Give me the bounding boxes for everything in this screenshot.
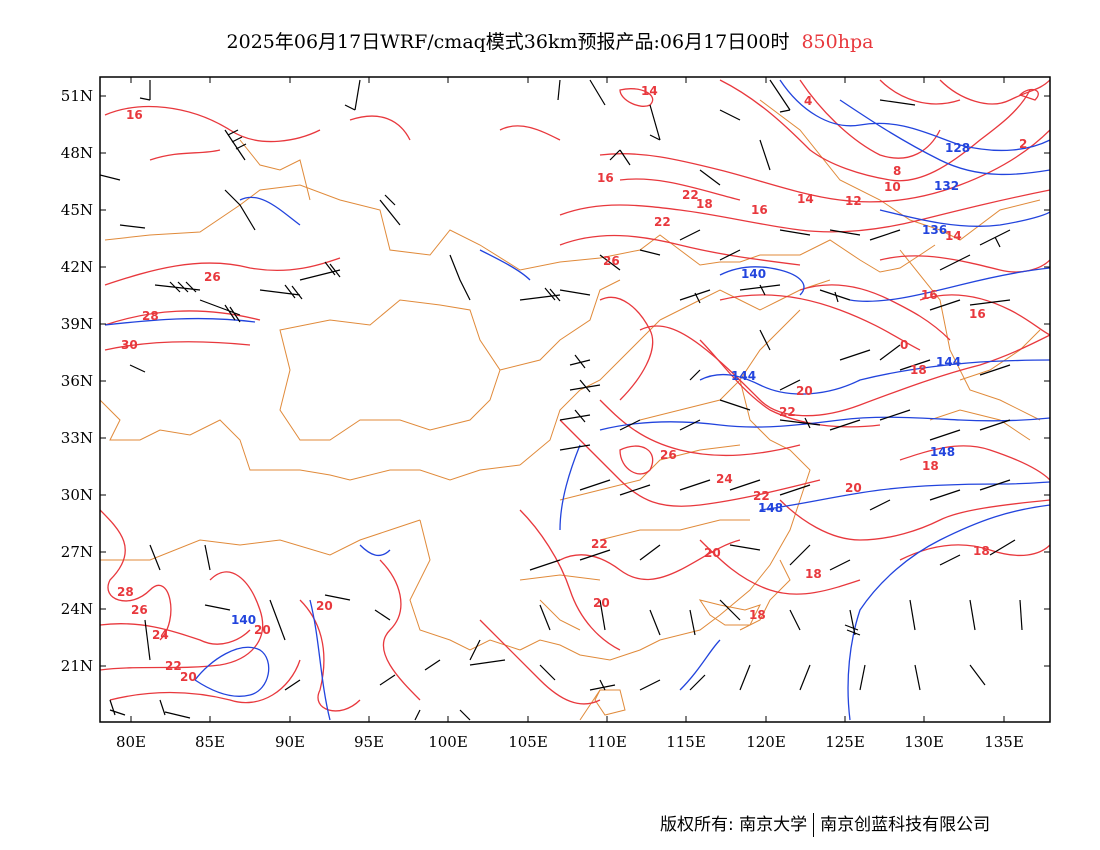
temp-label: 28 (142, 309, 159, 323)
height-label: 144 (731, 369, 756, 383)
height-label: 132 (934, 179, 959, 193)
temp-label: 20 (845, 481, 862, 495)
lon-label: 105E (508, 733, 548, 751)
lon-label: 120E (746, 733, 786, 751)
wind-barbs (100, 79, 1023, 721)
temperature-contours (100, 79, 1050, 712)
temp-label: 26 (131, 603, 148, 617)
title-main: 2025年06月17日WRF/cmaq模式36km预报产品:06月17日00时 (226, 31, 790, 53)
copyright-owner: 版权所有: 南京大学 (660, 815, 808, 835)
lon-label: 135E (984, 733, 1024, 751)
plot-frame (99, 76, 1051, 723)
lon-label: 130E (904, 733, 944, 751)
temp-label: 26 (204, 270, 221, 284)
temp-label: 26 (660, 448, 677, 462)
temp-label: 16 (597, 171, 614, 185)
temp-label: 4 (804, 94, 812, 108)
lon-label: 125E (825, 733, 865, 751)
lat-labels: 51N 48N 45N 42N 39N 36N 33N 30N 27N 24N … (61, 87, 93, 675)
temp-label: 16 (751, 203, 768, 217)
temp-label: 22 (753, 489, 770, 503)
temp-label: 20 (180, 670, 197, 684)
temp-label: 20 (254, 623, 271, 637)
temp-label: 0 (900, 338, 908, 352)
height-label: 140 (741, 267, 766, 281)
copyright-footer: 版权所有: 南京大学 南京创蓝科技有限公司 (660, 810, 990, 837)
temp-label: 22 (654, 215, 671, 229)
temp-label: 14 (641, 84, 658, 98)
temp-label: 20 (593, 596, 610, 610)
lat-ticks (100, 95, 1050, 667)
temp-label: 18 (910, 363, 927, 377)
temp-label: 18 (805, 567, 822, 581)
temp-label: 18 (973, 544, 990, 558)
temp-label: 20 (316, 599, 333, 613)
lon-label: 95E (354, 733, 384, 751)
temp-label: 22 (591, 537, 608, 551)
lat-label: 24N (61, 600, 93, 618)
temp-label: 10 (884, 180, 901, 194)
lon-labels: 80E 85E 90E 95E 100E 105E 110E 115E 120E… (116, 733, 1024, 751)
lon-ticks (130, 77, 1005, 722)
height-label: 140 (231, 613, 256, 627)
temp-label: 24 (152, 628, 169, 642)
temp-label: 14 (945, 229, 962, 243)
lat-label: 51N (61, 87, 93, 105)
temp-label: 18 (749, 608, 766, 622)
temperature-labels: 16 14 4 2 16 18 22 16 14 12 10 8 14 26 2… (117, 84, 1027, 684)
lat-label: 30N (61, 486, 93, 504)
height-label: 148 (930, 445, 955, 459)
temp-label: 14 (797, 192, 814, 206)
temp-label: 16 (969, 307, 986, 321)
temp-label: 16 (921, 288, 938, 302)
height-label: 144 (936, 355, 961, 369)
lon-label: 115E (666, 733, 706, 751)
temp-label: 16 (126, 108, 143, 122)
height-label: 136 (922, 223, 947, 237)
map-plot-area: 16 14 4 2 16 18 22 16 14 12 10 8 14 26 2… (100, 79, 1050, 721)
temp-label: 18 (922, 459, 939, 473)
temp-label: 26 (603, 254, 620, 268)
temp-label: 28 (117, 585, 134, 599)
temp-label: 22 (779, 405, 796, 419)
copyright-divider (813, 813, 815, 837)
lat-label: 27N (61, 543, 93, 561)
lon-label: 85E (195, 733, 225, 751)
lat-label: 39N (61, 315, 93, 333)
temp-label: 20 (704, 546, 721, 560)
height-label: 128 (945, 141, 970, 155)
temp-label: 22 (682, 188, 699, 202)
lat-label: 45N (61, 201, 93, 219)
temp-label: 30 (121, 338, 138, 352)
temp-label: 22 (165, 659, 182, 673)
height-contours (104, 79, 1050, 721)
temp-label: 12 (845, 194, 862, 208)
lat-label: 42N (61, 258, 93, 276)
lon-label: 100E (428, 733, 468, 751)
lat-label: 33N (61, 429, 93, 447)
lon-label: 80E (116, 733, 146, 751)
temp-label: 8 (893, 164, 901, 178)
temp-label: 24 (716, 472, 733, 486)
lat-label: 48N (61, 144, 93, 162)
height-label: 148 (758, 501, 783, 515)
title-level: 850hpa (801, 31, 874, 53)
temp-label: 20 (796, 384, 813, 398)
lon-label: 90E (275, 733, 305, 751)
lat-label: 21N (61, 657, 93, 675)
lon-label: 110E (587, 733, 627, 751)
lat-label: 36N (61, 372, 93, 390)
chart-title: 2025年06月17日WRF/cmaq模式36km预报产品:06月17日00时 8… (0, 27, 1100, 54)
height-labels: 128 132 136 140 144 144 148 148 140 (231, 141, 970, 627)
temp-label: 2 (1019, 137, 1027, 151)
copyright-company: 南京创蓝科技有限公司 (820, 815, 991, 835)
temp-label: 18 (696, 197, 713, 211)
